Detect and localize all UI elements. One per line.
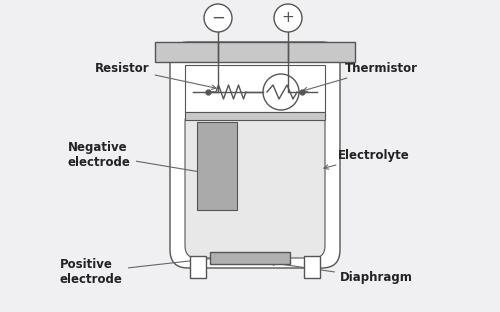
Bar — [197, 122, 237, 210]
Circle shape — [263, 74, 299, 110]
Text: Diaphragm: Diaphragm — [270, 261, 413, 285]
FancyBboxPatch shape — [170, 42, 340, 268]
Text: Positive
electrode: Positive electrode — [60, 256, 221, 286]
Text: Electrolyte: Electrolyte — [324, 149, 410, 169]
Circle shape — [204, 4, 232, 32]
Text: Resistor: Resistor — [95, 61, 216, 90]
Bar — [185, 65, 325, 112]
Bar — [304, 256, 320, 278]
Bar — [155, 42, 355, 62]
FancyBboxPatch shape — [185, 110, 325, 258]
Text: −: − — [211, 9, 225, 27]
Bar — [210, 252, 290, 264]
Text: Thermistor: Thermistor — [303, 61, 418, 92]
Bar — [185, 112, 325, 120]
Text: +: + — [282, 11, 294, 26]
Text: Negative
electrode: Negative electrode — [68, 141, 213, 176]
Bar — [190, 256, 206, 278]
Circle shape — [274, 4, 302, 32]
